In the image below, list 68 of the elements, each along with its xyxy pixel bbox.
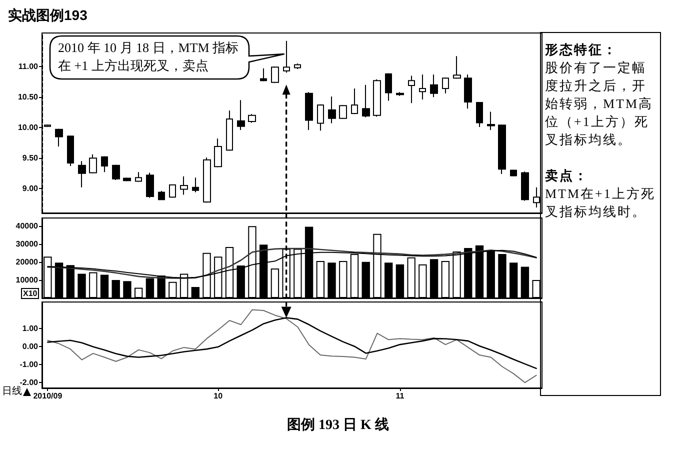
candlestick <box>203 156 211 204</box>
candlestick <box>89 154 97 174</box>
candlestick <box>317 104 324 132</box>
candlestick <box>112 164 120 181</box>
candlestick <box>419 74 426 100</box>
candlestick <box>135 172 142 182</box>
y-tick-label: 9.00 <box>22 184 39 194</box>
candlestick <box>362 84 370 118</box>
candlestick <box>226 110 233 152</box>
candlestick <box>487 111 495 131</box>
candlestick <box>101 156 108 173</box>
candlestick <box>408 75 415 104</box>
candlestick <box>464 74 472 110</box>
candlestick <box>339 104 347 120</box>
y-tick-label: 10.50 <box>18 92 39 102</box>
candlestick <box>351 88 358 115</box>
candlestick <box>328 96 336 124</box>
candlestick <box>78 160 86 188</box>
candlestick <box>373 78 381 118</box>
candlestick <box>294 63 301 70</box>
candlestick <box>248 114 256 124</box>
candlestick <box>158 190 165 201</box>
candlestick <box>169 184 176 198</box>
y-tick-label: -2.00 <box>20 378 39 388</box>
text: 形态特征： <box>545 41 618 59</box>
candlestick <box>442 77 449 94</box>
y-tick-label: 10000 <box>16 276 39 285</box>
y-tick-label: 20000 <box>16 258 39 267</box>
y-tick-label: 40000 <box>16 222 39 231</box>
text: 日线 <box>2 386 22 398</box>
y-axis-title: X10 <box>21 288 40 299</box>
candlestick <box>55 128 63 147</box>
x-tick-label: 11 <box>396 392 405 400</box>
candlestick <box>67 135 74 167</box>
candlestick <box>214 138 222 168</box>
candlestick <box>510 169 517 177</box>
annotation: 2010 年 10 月 18 日，MTM 指标在 +1 上方出现死叉，卖点 <box>58 39 240 75</box>
y-tick-label: 0.00 <box>22 342 39 351</box>
candlestick <box>521 171 529 202</box>
candlestick <box>123 177 131 182</box>
candlestick <box>180 176 188 196</box>
text: MTM在+1上方死叉指标均线时。 <box>545 185 656 221</box>
x-tick-label: 2010/09 <box>33 392 63 400</box>
candlestick <box>283 40 290 74</box>
candlestick <box>396 92 404 96</box>
y-tick-label: -1.00 <box>20 360 39 369</box>
y-tick-label: 9.50 <box>22 154 39 163</box>
y-tick-label: 30000 <box>16 240 39 249</box>
candlestick <box>271 66 279 84</box>
text: 图例 193 日 K 线 <box>287 416 389 434</box>
candlestick <box>385 72 392 102</box>
candlestick <box>146 172 154 198</box>
candlestick <box>305 92 313 131</box>
y-tick-label: 1.00 <box>22 324 39 333</box>
candlestick <box>430 74 438 98</box>
candlestick <box>260 68 267 82</box>
line-series <box>47 309 537 384</box>
candlestick <box>453 56 461 80</box>
text: 卖点： <box>545 167 590 185</box>
candlestick <box>192 177 199 193</box>
y-tick-label: 10.00 <box>18 123 39 132</box>
candlestick <box>476 101 483 128</box>
text: 股价有了一定幅度拉升之后，开始转弱，MTM高位（+1上方）死叉指标均线。 <box>545 59 654 149</box>
y-tick-label: 11.00 <box>18 62 39 72</box>
candlestick <box>498 124 506 174</box>
candlestick <box>237 100 245 131</box>
chart-title: 实战图例193 <box>8 7 88 23</box>
x-tick-label: 10 <box>214 392 224 400</box>
